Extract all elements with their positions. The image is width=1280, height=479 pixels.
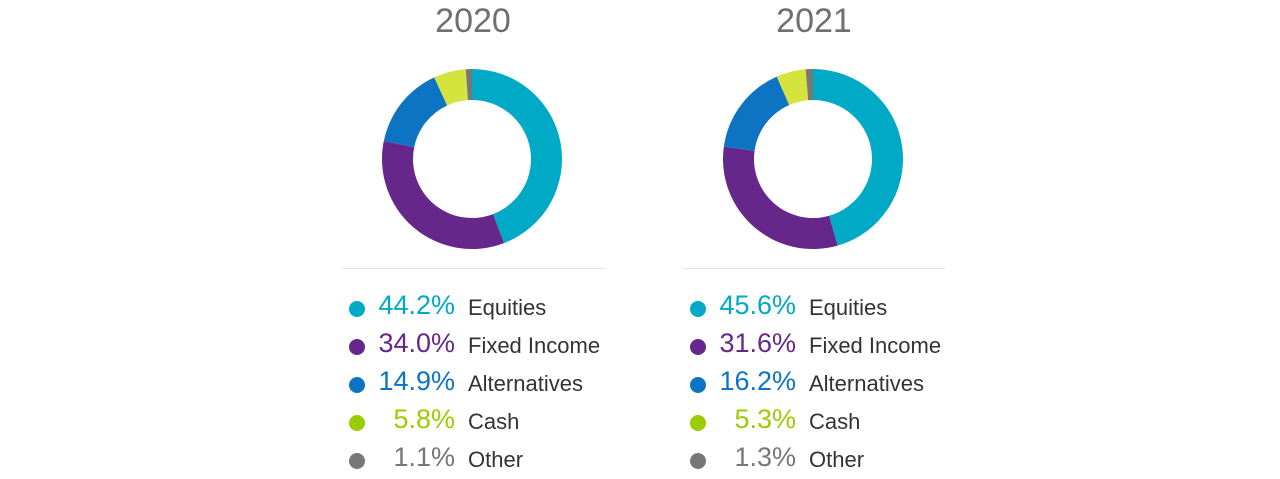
legend-dot	[690, 377, 706, 393]
legend: 44.2% Equities 34.0% Fixed Income 14.9% Alter…	[342, 287, 642, 477]
legend: 45.6% Equities 31.6% Fixed Income 16.2% Alter…	[683, 287, 983, 477]
legend-dot	[349, 339, 365, 355]
legend-dot	[349, 415, 365, 431]
donut-chart-2020: 2020 44.2% Equities 34.0% Fixed Income 14.9%…	[342, 0, 604, 479]
legend-value: 31.6%	[719, 328, 796, 358]
legend-value: 5.8%	[393, 404, 455, 434]
legend-dot	[690, 339, 706, 355]
legend-item-fixed-income: 31.6% Fixed Income	[683, 325, 983, 363]
legend-label: Equities	[809, 295, 888, 320]
legend-label: Cash	[468, 409, 520, 434]
slice-equities	[472, 69, 562, 244]
slice-fixed-income	[382, 141, 505, 249]
slice-cash	[434, 69, 468, 106]
legend-label: Alternatives	[468, 371, 583, 396]
legend-label: Cash	[809, 409, 861, 434]
slice-equities	[813, 69, 903, 246]
divider	[342, 268, 604, 269]
legend-value: 14.9%	[378, 366, 455, 396]
legend-item-alternatives: 14.9% Alternatives	[342, 363, 642, 401]
divider	[683, 268, 945, 269]
legend-value: 44.2%	[378, 290, 455, 320]
legend-value: 5.3%	[734, 404, 796, 434]
legend-label: Fixed Income	[468, 333, 601, 358]
legend-item-fixed-income: 34.0% Fixed Income	[342, 325, 642, 363]
legend-item-other: 1.1% Other	[342, 439, 642, 477]
legend-dot	[349, 377, 365, 393]
legend-dot	[690, 301, 706, 317]
legend-item-alternatives: 16.2% Alternatives	[683, 363, 983, 401]
chart-title: 2020	[435, 2, 511, 40]
legend-label: Alternatives	[809, 371, 924, 396]
donut	[723, 69, 903, 250]
slice-cash	[776, 69, 809, 106]
legend-item-cash: 5.8% Cash	[342, 401, 642, 439]
legend-label: Other	[468, 447, 524, 472]
legend-dot	[690, 453, 706, 469]
legend-value: 1.1%	[393, 442, 455, 472]
legend-value: 45.6%	[719, 290, 796, 320]
legend-dot	[690, 415, 706, 431]
slice-fixed-income	[723, 146, 838, 250]
donut	[382, 69, 562, 249]
legend-item-other: 1.3% Other	[683, 439, 983, 477]
legend-item-equities: 45.6% Equities	[683, 287, 983, 325]
legend-label: Other	[809, 447, 865, 472]
slice-other	[465, 69, 472, 101]
legend-dot	[349, 301, 365, 317]
donut-chart-2021: 2021 45.6% Equities 31.6% Fixed Income 16.2%…	[683, 0, 945, 479]
legend-value: 1.3%	[734, 442, 796, 472]
legend-value: 34.0%	[378, 328, 455, 358]
legend-label: Equities	[468, 295, 547, 320]
legend-label: Fixed Income	[809, 333, 942, 358]
slice-other	[805, 69, 813, 101]
legend-item-cash: 5.3% Cash	[683, 401, 983, 439]
legend-dot	[349, 453, 365, 469]
legend-value: 16.2%	[719, 366, 796, 396]
slice-alternatives	[383, 77, 448, 148]
chart-title: 2021	[776, 2, 852, 40]
slice-alternatives	[723, 76, 790, 151]
legend-item-equities: 44.2% Equities	[342, 287, 642, 325]
